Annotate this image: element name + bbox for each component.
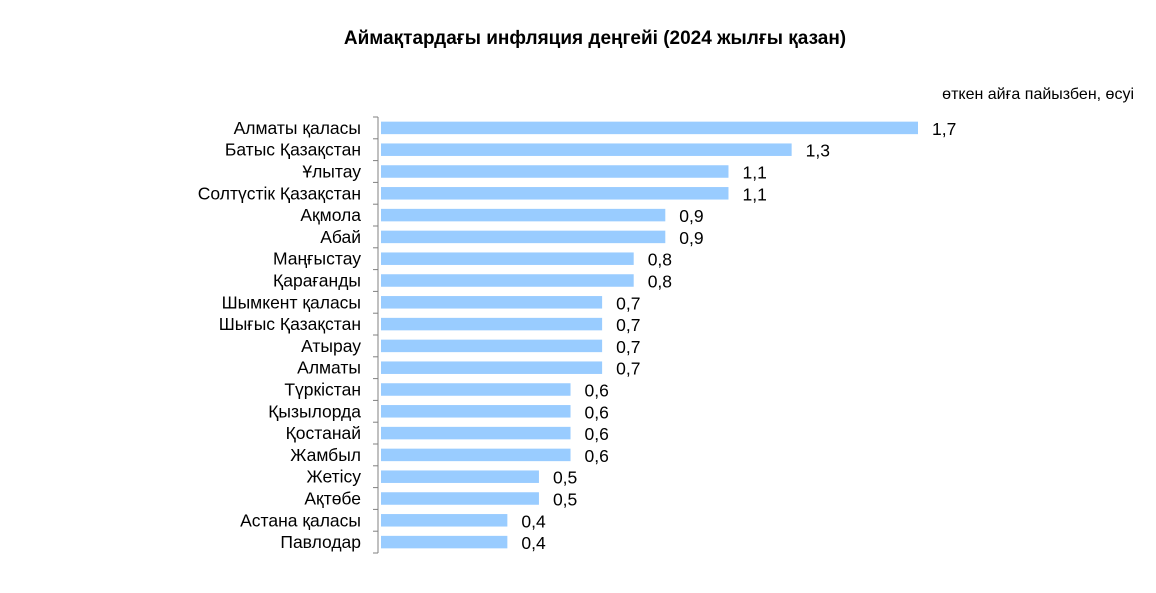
bar — [381, 208, 666, 222]
bar — [381, 405, 571, 418]
bar — [381, 230, 666, 244]
value-label: 0,6 — [585, 446, 609, 466]
value-label: 1,3 — [806, 141, 830, 161]
value-label: 0,6 — [585, 402, 609, 422]
value-label: 0,5 — [553, 490, 577, 510]
value-label: 1,7 — [932, 119, 956, 139]
bar — [381, 426, 571, 440]
category-label: Солтүстік Қазақстан — [198, 183, 361, 203]
bar — [381, 252, 634, 265]
bar — [381, 448, 571, 462]
value-label: 0,7 — [616, 315, 640, 335]
bar — [381, 361, 603, 374]
category-label: Астана қаласы — [240, 510, 361, 530]
bar — [381, 274, 634, 287]
category-label: Ұлытау — [302, 162, 361, 182]
value-label: 1,1 — [742, 163, 766, 183]
category-label: Атырау — [301, 336, 361, 356]
bar — [381, 187, 729, 200]
bar — [381, 383, 571, 396]
value-label: 1,1 — [742, 184, 766, 204]
value-label: 0,7 — [616, 293, 640, 313]
category-label: Жамбыл — [290, 445, 361, 465]
bar — [381, 492, 539, 505]
category-label: Ақтөбе — [304, 489, 361, 509]
category-label: Жетісу — [307, 467, 362, 487]
bar — [381, 470, 539, 483]
unit-note: өткен айға пайызбен, өсуі — [942, 86, 1134, 103]
category-label: Шымкент қаласы — [222, 292, 361, 312]
bar — [381, 317, 603, 331]
category-label: Қарағанды — [273, 271, 361, 291]
bar — [381, 339, 603, 353]
category-label: Батыс Қазақстан — [225, 140, 361, 160]
bar — [381, 165, 729, 178]
value-label: 0,4 — [521, 533, 546, 553]
value-label: 0,6 — [585, 381, 609, 401]
category-label: Алматы — [297, 358, 361, 378]
bar — [381, 143, 792, 156]
value-label: 0,5 — [553, 468, 577, 488]
value-label: 0,6 — [585, 424, 609, 444]
category-label: Қызылорда — [268, 401, 361, 421]
category-label: Шығыс Қазақстан — [219, 314, 361, 334]
bar — [381, 121, 918, 135]
value-label: 0,9 — [679, 206, 703, 226]
value-label: 0,8 — [648, 250, 672, 270]
category-label: Алматы қаласы — [234, 118, 361, 138]
bar — [381, 514, 508, 527]
category-label: Павлодар — [280, 532, 361, 552]
bar — [381, 535, 508, 549]
value-label: 0,7 — [616, 337, 640, 357]
value-label: 0,7 — [616, 359, 640, 379]
value-label: 0,9 — [679, 228, 703, 248]
category-label: Абай — [320, 227, 361, 247]
bar — [381, 296, 603, 309]
value-label: 0,4 — [521, 511, 546, 531]
category-label: Қостанай — [286, 423, 361, 443]
chart-title: Аймақтардағы инфляция деңгейі (2024 жылғ… — [343, 28, 847, 49]
value-label: 0,8 — [648, 272, 672, 292]
category-label: Маңғыстау — [273, 249, 361, 269]
category-label: Ақмола — [300, 205, 361, 225]
category-label: Түркістан — [284, 380, 361, 400]
